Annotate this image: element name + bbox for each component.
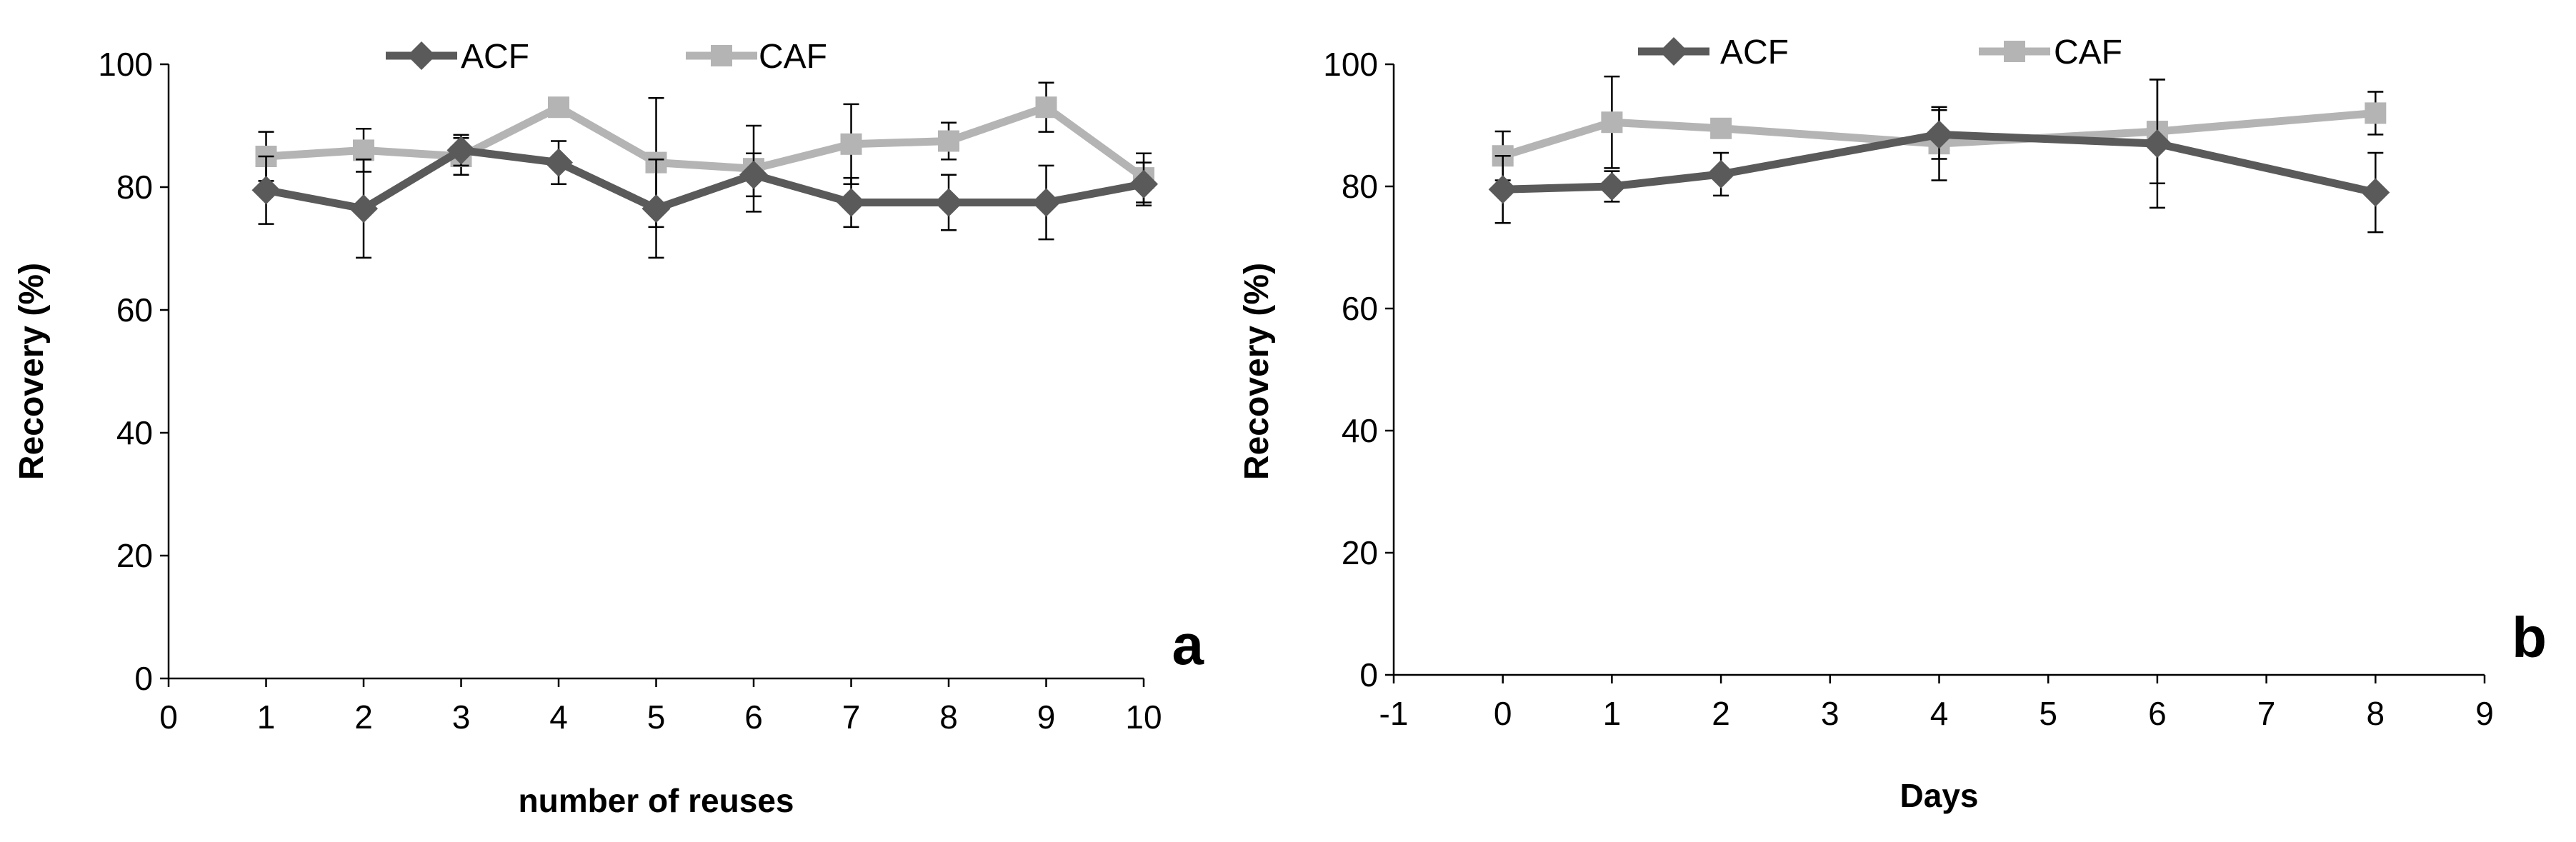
x-tick-label: 5 [647, 698, 666, 736]
data-point-acf [446, 136, 476, 165]
x-tick-label: 7 [2257, 695, 2276, 732]
series-acf [251, 134, 1158, 259]
x-tick-label: 8 [939, 698, 958, 736]
x-tick-label: 6 [2148, 695, 2167, 732]
x-tick-label: 8 [2367, 695, 2385, 732]
panel-label: b [2512, 606, 2547, 669]
y-tick-label: 0 [1359, 656, 1378, 693]
data-point-acf [1129, 169, 1158, 199]
data-point-acf [349, 194, 378, 224]
legend-entry-caf: CAF [1979, 34, 2122, 71]
data-point-acf [1924, 120, 1954, 149]
legend-swatch-marker [711, 45, 732, 66]
data-point-acf [544, 148, 573, 177]
data-point-caf [548, 96, 569, 119]
data-point-acf [837, 188, 866, 217]
y-axis-label: Recovery (%) [13, 263, 51, 480]
y-tick-label: 80 [1342, 168, 1378, 205]
x-tick-label: 2 [1712, 695, 1730, 732]
data-point-caf [1601, 111, 1623, 134]
series-line-acf [1502, 130, 2377, 196]
x-tick-label: 4 [1930, 695, 1949, 732]
data-point-caf [938, 130, 959, 152]
x-tick-label: 0 [159, 698, 178, 736]
y-tick-label: 40 [116, 414, 153, 451]
legend-label: ACF [1720, 34, 1789, 71]
data-point-acf [641, 194, 671, 224]
x-tick-label: 1 [1603, 695, 1622, 732]
x-tick-label: 4 [549, 698, 568, 736]
data-point-acf [1597, 172, 1627, 201]
y-tick-label: 40 [1342, 412, 1378, 449]
x-tick-label: 5 [2039, 695, 2057, 732]
legend-label: ACF [461, 38, 529, 76]
y-tick-label: 80 [116, 169, 153, 206]
legend-label: CAF [759, 38, 827, 76]
data-point-acf [934, 188, 963, 217]
x-tick-label: 10 [1125, 698, 1162, 736]
y-tick-label: 60 [116, 291, 153, 329]
series-line-caf [266, 103, 1147, 181]
series-acf [1488, 79, 2390, 234]
legend-label: CAF [2054, 34, 2122, 71]
y-tick-label: 20 [1342, 534, 1378, 571]
y-tick-label: 0 [134, 660, 153, 697]
x-tick-label: 7 [842, 698, 861, 736]
data-point-acf [1707, 159, 1736, 189]
y-axis-label: Recovery (%) [1238, 263, 1276, 480]
x-tick-label: 6 [744, 698, 763, 736]
y-tick-label: 100 [98, 46, 153, 83]
legend-entry-acf: ACF [1638, 34, 1789, 71]
data-point-acf [1032, 188, 1061, 217]
x-tick-label: 1 [257, 698, 276, 736]
x-tick-label: 3 [1821, 695, 1839, 732]
legend-entry-acf: ACF [386, 38, 529, 76]
data-point-caf [2365, 102, 2387, 124]
x-tick-label: 0 [1494, 695, 1512, 732]
x-tick-label: 2 [354, 698, 373, 736]
data-point-caf [1710, 117, 1732, 139]
data-point-caf [353, 139, 374, 161]
y-tick-label: 60 [1342, 290, 1378, 327]
x-tick-label: 9 [2475, 695, 2494, 732]
y-tick-label: 100 [1323, 46, 1378, 83]
data-point-acf [2142, 129, 2172, 159]
x-axis-label: number of reuses [519, 782, 794, 819]
x-axis-label: Days [1900, 777, 1979, 814]
y-tick-label: 20 [116, 537, 153, 574]
x-tick-label: -1 [1379, 695, 1409, 732]
data-point-acf [1488, 175, 1517, 204]
x-tick-label: 9 [1037, 698, 1056, 736]
data-point-acf [739, 160, 768, 189]
legend-swatch-marker [1659, 37, 1688, 66]
chart-panel-a: 0 20 40 60 80 100 0 1 2 3 4 5 6 7 8 9 10 Recovery (%) numb… [13, 38, 1204, 819]
legend-swatch-marker [2004, 41, 2025, 62]
x-tick-label: 3 [452, 698, 471, 736]
panel-label: a [1172, 613, 1204, 676]
data-point-caf [1035, 96, 1057, 119]
series-line-caf [1502, 109, 2376, 160]
data-point-acf [251, 176, 281, 205]
data-point-caf [840, 133, 862, 155]
data-point-acf [2361, 178, 2390, 207]
series-line-acf [265, 146, 1145, 213]
legend-swatch-marker [407, 41, 436, 70]
legend-entry-caf: CAF [686, 38, 827, 76]
